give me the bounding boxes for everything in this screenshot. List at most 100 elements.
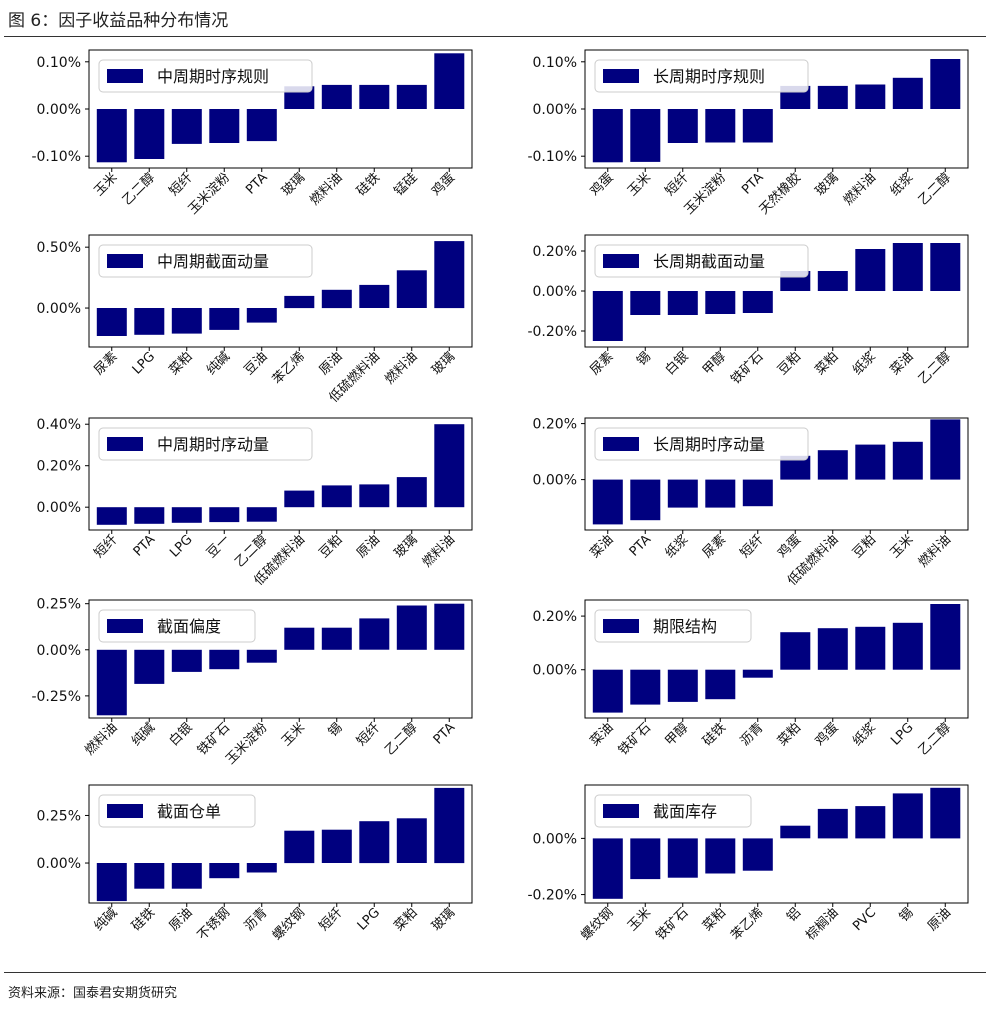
x-tick-label: 螺纹钢 bbox=[270, 905, 308, 943]
bar bbox=[171, 109, 202, 144]
legend-swatch bbox=[107, 619, 143, 633]
x-tick-label: 苯乙烯 bbox=[270, 349, 308, 387]
plot-frame bbox=[584, 784, 969, 904]
x-tick-label: 甲醇 bbox=[662, 720, 692, 750]
x-tick-label: 纸浆 bbox=[663, 532, 692, 561]
bar bbox=[209, 649, 240, 670]
legend-box bbox=[594, 427, 809, 461]
x-tick-label: 尿素 bbox=[588, 349, 617, 378]
bar bbox=[396, 477, 427, 508]
bar bbox=[705, 109, 736, 143]
bar bbox=[667, 479, 698, 508]
bar bbox=[780, 825, 811, 839]
x-tick-label: 菜油 bbox=[888, 349, 917, 378]
bar bbox=[134, 507, 165, 524]
bar bbox=[892, 243, 923, 291]
plot-frame bbox=[584, 599, 969, 719]
bar bbox=[171, 308, 202, 334]
x-tick-label: 铁矿石 bbox=[653, 905, 691, 943]
x-tick-label: 燃料油 bbox=[307, 170, 346, 209]
y-tick-label: 0.20% bbox=[533, 417, 577, 433]
bar bbox=[284, 295, 315, 309]
x-tick-label: 硅铁 bbox=[700, 720, 729, 749]
x-tick-label: 菜油 bbox=[588, 720, 617, 749]
x-tick-label: 玻璃 bbox=[429, 905, 458, 934]
x-tick-label: 锡 bbox=[634, 349, 654, 369]
bar bbox=[171, 863, 202, 889]
x-tick-label: 天然橡胶 bbox=[756, 170, 804, 218]
y-tick-label: 0.10% bbox=[37, 55, 81, 71]
bar bbox=[742, 479, 773, 507]
x-tick-label: 豆油 bbox=[242, 349, 271, 378]
bar bbox=[855, 249, 886, 291]
bar bbox=[817, 628, 848, 670]
legend: 截面仓单 bbox=[98, 794, 256, 828]
x-tick-label: 燃料油 bbox=[915, 532, 954, 571]
legend-swatch bbox=[107, 804, 143, 818]
x-tick-label: 豆一 bbox=[204, 532, 233, 561]
bar bbox=[396, 270, 427, 308]
x-tick-label: 短纤 bbox=[167, 170, 196, 199]
plot-frame bbox=[584, 417, 969, 531]
x-tick-label: 尿素 bbox=[700, 532, 729, 561]
chart-panel: 0.00%0.20%0.40%短纤 PTA LPG 豆一 乙二醇低硫燃料油 豆粕 原油 玻璃燃… bbox=[37, 417, 473, 589]
bar bbox=[359, 484, 390, 508]
legend-label: 截面仓单 bbox=[157, 802, 221, 821]
legend-box bbox=[594, 609, 752, 643]
bar bbox=[742, 291, 773, 313]
bar bbox=[930, 604, 961, 670]
bar bbox=[96, 109, 127, 163]
bar bbox=[209, 109, 240, 143]
plot-frame bbox=[88, 599, 473, 719]
legend-label: 截面偏度 bbox=[157, 617, 221, 636]
bar bbox=[134, 649, 165, 684]
legend-swatch bbox=[107, 254, 143, 268]
x-tick-label: PTA bbox=[739, 170, 766, 197]
bar bbox=[630, 479, 661, 521]
legend: 中周期截面动量 bbox=[98, 244, 313, 278]
bar bbox=[780, 632, 811, 670]
x-tick-label: 燃料油 bbox=[82, 720, 121, 759]
x-tick-label: 菜粕 bbox=[392, 905, 421, 934]
bar bbox=[892, 441, 923, 480]
chart-panel: 0.00% 0.25% 纯碱 硅铁 原油 不锈钢 沥青 螺纹钢 短纤 LPG 菜粕 玻璃 截面仓单 bbox=[37, 784, 473, 943]
x-tick-label: 短纤 bbox=[317, 905, 346, 934]
x-tick-label: 鸡蛋 bbox=[774, 532, 804, 562]
x-tick-label: 燃料油 bbox=[840, 170, 879, 209]
bar bbox=[359, 284, 390, 308]
legend-label: 截面库存 bbox=[653, 802, 717, 821]
bar bbox=[246, 507, 277, 522]
bar bbox=[742, 669, 773, 678]
x-tick-label: 玉米 bbox=[92, 170, 121, 199]
x-tick-label: 苯乙烯 bbox=[728, 905, 766, 943]
bar bbox=[209, 308, 240, 330]
bar bbox=[705, 479, 736, 508]
x-tick-label: 白银 bbox=[166, 720, 196, 750]
x-tick-label: 玻璃 bbox=[279, 170, 308, 199]
bar bbox=[434, 424, 465, 508]
bar bbox=[855, 806, 886, 839]
bar bbox=[284, 830, 315, 864]
x-tick-label: 短纤 bbox=[663, 170, 692, 199]
bar bbox=[592, 838, 623, 899]
bar bbox=[434, 241, 465, 309]
legend-label: 期限结构 bbox=[653, 617, 717, 636]
bar bbox=[892, 622, 923, 670]
bar bbox=[855, 84, 886, 109]
bar bbox=[434, 53, 465, 109]
y-tick-label: 0.00% bbox=[533, 102, 577, 118]
bar bbox=[630, 669, 661, 705]
legend-swatch bbox=[603, 619, 639, 633]
legend-label: 长周期截面动量 bbox=[653, 252, 765, 271]
x-tick-label: 纯碱 bbox=[204, 349, 233, 378]
top-rule bbox=[4, 36, 986, 37]
x-tick-label: 鸡蛋 bbox=[587, 170, 617, 200]
x-tick-label: 玉米 bbox=[625, 170, 654, 199]
x-tick-label: 乙二醇 bbox=[382, 720, 421, 759]
bar bbox=[930, 419, 961, 480]
legend-swatch bbox=[603, 804, 639, 818]
y-tick-label: 0.10% bbox=[533, 55, 577, 71]
x-tick-label: 菜粕 bbox=[167, 349, 196, 378]
y-tick-label: 0.20% bbox=[37, 459, 81, 475]
